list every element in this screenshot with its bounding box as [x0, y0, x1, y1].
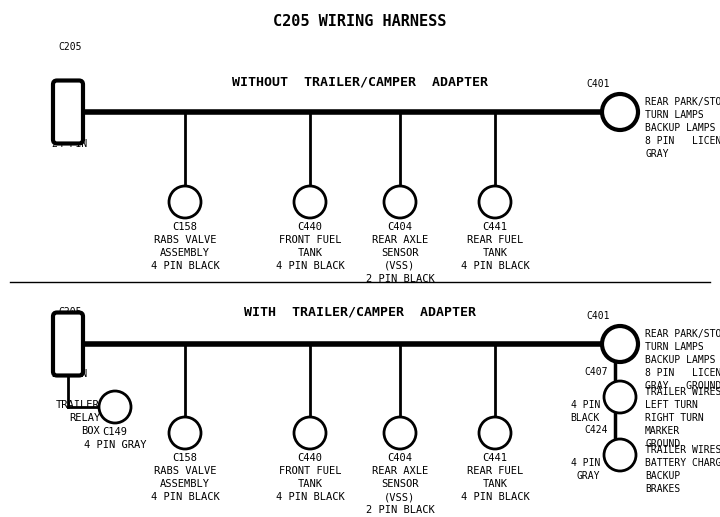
Text: 8 PIN   LICENSE LAMPS: 8 PIN LICENSE LAMPS	[645, 368, 720, 378]
Text: GRAY: GRAY	[645, 149, 668, 159]
Text: RELAY: RELAY	[68, 413, 100, 423]
Circle shape	[604, 439, 636, 471]
Text: BACKUP: BACKUP	[645, 471, 680, 481]
Circle shape	[384, 417, 416, 449]
Text: 4 PIN: 4 PIN	[571, 400, 600, 410]
Text: TANK: TANK	[297, 248, 323, 258]
Text: C401: C401	[587, 311, 610, 321]
Text: C424: C424	[585, 425, 608, 435]
Text: C401: C401	[587, 79, 610, 89]
Text: C440: C440	[297, 222, 323, 232]
Text: C440: C440	[297, 453, 323, 463]
Text: C404: C404	[387, 222, 413, 232]
Text: RABS VALVE: RABS VALVE	[154, 235, 216, 245]
Text: 4 PIN BLACK: 4 PIN BLACK	[276, 261, 344, 271]
Circle shape	[384, 186, 416, 218]
Circle shape	[294, 186, 326, 218]
Text: REAR PARK/STOP: REAR PARK/STOP	[645, 329, 720, 339]
Text: REAR FUEL: REAR FUEL	[467, 235, 523, 245]
Text: REAR AXLE: REAR AXLE	[372, 466, 428, 476]
Circle shape	[169, 417, 201, 449]
Text: BOX: BOX	[81, 426, 100, 436]
Text: GROUND: GROUND	[645, 439, 680, 449]
Text: FRONT FUEL: FRONT FUEL	[279, 235, 341, 245]
Text: C441: C441	[482, 222, 508, 232]
Text: REAR FUEL: REAR FUEL	[467, 466, 523, 476]
Text: WITH  TRAILER/CAMPER  ADAPTER: WITH TRAILER/CAMPER ADAPTER	[244, 306, 476, 318]
Circle shape	[602, 94, 638, 130]
Text: TRAILER WIRES: TRAILER WIRES	[645, 445, 720, 455]
Text: LEFT TURN: LEFT TURN	[645, 400, 698, 410]
Circle shape	[479, 186, 511, 218]
Text: 4 PIN: 4 PIN	[571, 458, 600, 468]
FancyBboxPatch shape	[53, 81, 83, 144]
Text: 4 PIN BLACK: 4 PIN BLACK	[461, 492, 529, 502]
Text: BATTERY CHARGE: BATTERY CHARGE	[645, 458, 720, 468]
Circle shape	[99, 391, 131, 423]
Text: WITHOUT  TRAILER/CAMPER  ADAPTER: WITHOUT TRAILER/CAMPER ADAPTER	[232, 75, 488, 88]
Text: 4 PIN GRAY: 4 PIN GRAY	[84, 440, 146, 450]
FancyBboxPatch shape	[53, 312, 83, 375]
Text: BRAKES: BRAKES	[645, 484, 680, 494]
Text: C149: C149	[102, 427, 127, 437]
Text: TANK: TANK	[482, 248, 508, 258]
Text: RIGHT TURN: RIGHT TURN	[645, 413, 703, 423]
Circle shape	[479, 417, 511, 449]
Text: C158: C158	[173, 222, 197, 232]
Text: SENSOR: SENSOR	[382, 479, 419, 489]
Text: C407: C407	[585, 367, 608, 377]
Text: GRAY   GROUND: GRAY GROUND	[645, 381, 720, 391]
Text: C205 WIRING HARNESS: C205 WIRING HARNESS	[274, 14, 446, 29]
Text: TANK: TANK	[297, 479, 323, 489]
Text: ASSEMBLY: ASSEMBLY	[160, 479, 210, 489]
Text: GRAY: GRAY	[577, 471, 600, 481]
Text: 8 PIN   LICENSE LAMPS: 8 PIN LICENSE LAMPS	[645, 136, 720, 146]
Text: FRONT FUEL: FRONT FUEL	[279, 466, 341, 476]
Circle shape	[169, 186, 201, 218]
Text: C404: C404	[387, 453, 413, 463]
Text: ASSEMBLY: ASSEMBLY	[160, 248, 210, 258]
Text: TRAILER WIRES: TRAILER WIRES	[645, 387, 720, 397]
Text: 2 PIN BLACK: 2 PIN BLACK	[366, 505, 434, 515]
Text: C205: C205	[58, 307, 81, 317]
Text: TURN LAMPS: TURN LAMPS	[645, 342, 703, 352]
Text: TANK: TANK	[482, 479, 508, 489]
Text: BLACK: BLACK	[571, 413, 600, 423]
Circle shape	[604, 381, 636, 413]
Text: 4 PIN BLACK: 4 PIN BLACK	[461, 261, 529, 271]
Text: 4 PIN BLACK: 4 PIN BLACK	[150, 261, 220, 271]
Text: BACKUP LAMPS: BACKUP LAMPS	[645, 123, 716, 133]
Text: SENSOR: SENSOR	[382, 248, 419, 258]
Text: MARKER: MARKER	[645, 426, 680, 436]
Text: (VSS): (VSS)	[384, 492, 415, 502]
Text: (VSS): (VSS)	[384, 261, 415, 271]
Circle shape	[294, 417, 326, 449]
Text: 24 PIN: 24 PIN	[52, 369, 87, 379]
Text: 2 PIN BLACK: 2 PIN BLACK	[366, 274, 434, 284]
Circle shape	[602, 326, 638, 362]
Text: BACKUP LAMPS: BACKUP LAMPS	[645, 355, 716, 365]
Text: RABS VALVE: RABS VALVE	[154, 466, 216, 476]
Text: C205: C205	[58, 42, 81, 52]
Text: C441: C441	[482, 453, 508, 463]
Text: 4 PIN BLACK: 4 PIN BLACK	[150, 492, 220, 502]
Text: C158: C158	[173, 453, 197, 463]
Text: 24 PIN: 24 PIN	[52, 139, 87, 149]
Text: 4 PIN BLACK: 4 PIN BLACK	[276, 492, 344, 502]
Text: REAR PARK/STOP: REAR PARK/STOP	[645, 97, 720, 107]
Text: TURN LAMPS: TURN LAMPS	[645, 110, 703, 120]
Text: REAR AXLE: REAR AXLE	[372, 235, 428, 245]
Text: TRAILER: TRAILER	[56, 400, 100, 410]
